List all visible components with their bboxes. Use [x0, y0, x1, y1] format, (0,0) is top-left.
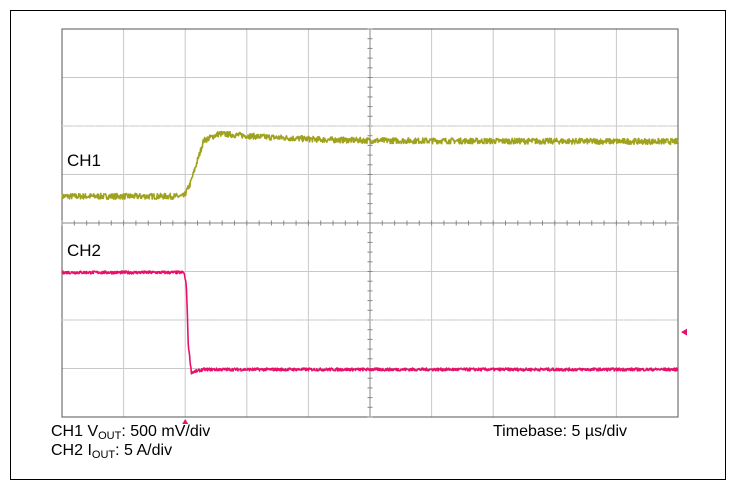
markers	[182, 328, 687, 424]
channel-labels: CH1 CH2	[67, 151, 101, 260]
ch1-caption-suffix: : 500 mV/div	[121, 423, 211, 440]
ch2-caption-sub: OUT	[91, 449, 116, 461]
series-label-ch1: CH1	[67, 151, 101, 170]
traces	[61, 130, 679, 375]
series-trace-ch2	[61, 270, 679, 375]
ch2-scale-caption: CH2 IOUT: 5 A/div	[51, 442, 173, 461]
grid	[61, 28, 679, 418]
series-label-ch2: CH2	[67, 241, 101, 260]
ch1-caption-sub: OUT	[98, 430, 122, 442]
series-trace-ch1	[61, 130, 679, 201]
figure-frame	[10, 10, 726, 480]
timebase-caption: Timebase: 5 µs/div	[493, 423, 628, 440]
trigger-position-marker	[182, 419, 189, 424]
ch2-caption-prefix: CH2 I	[51, 442, 92, 459]
ch1-caption-prefix: CH1 V	[51, 423, 99, 440]
ch1-scale-caption: CH1 VOUT: 500 mV/div	[51, 423, 211, 442]
ch2-level-marker	[681, 328, 687, 336]
ch2-caption-suffix: : 5 A/div	[115, 442, 173, 459]
